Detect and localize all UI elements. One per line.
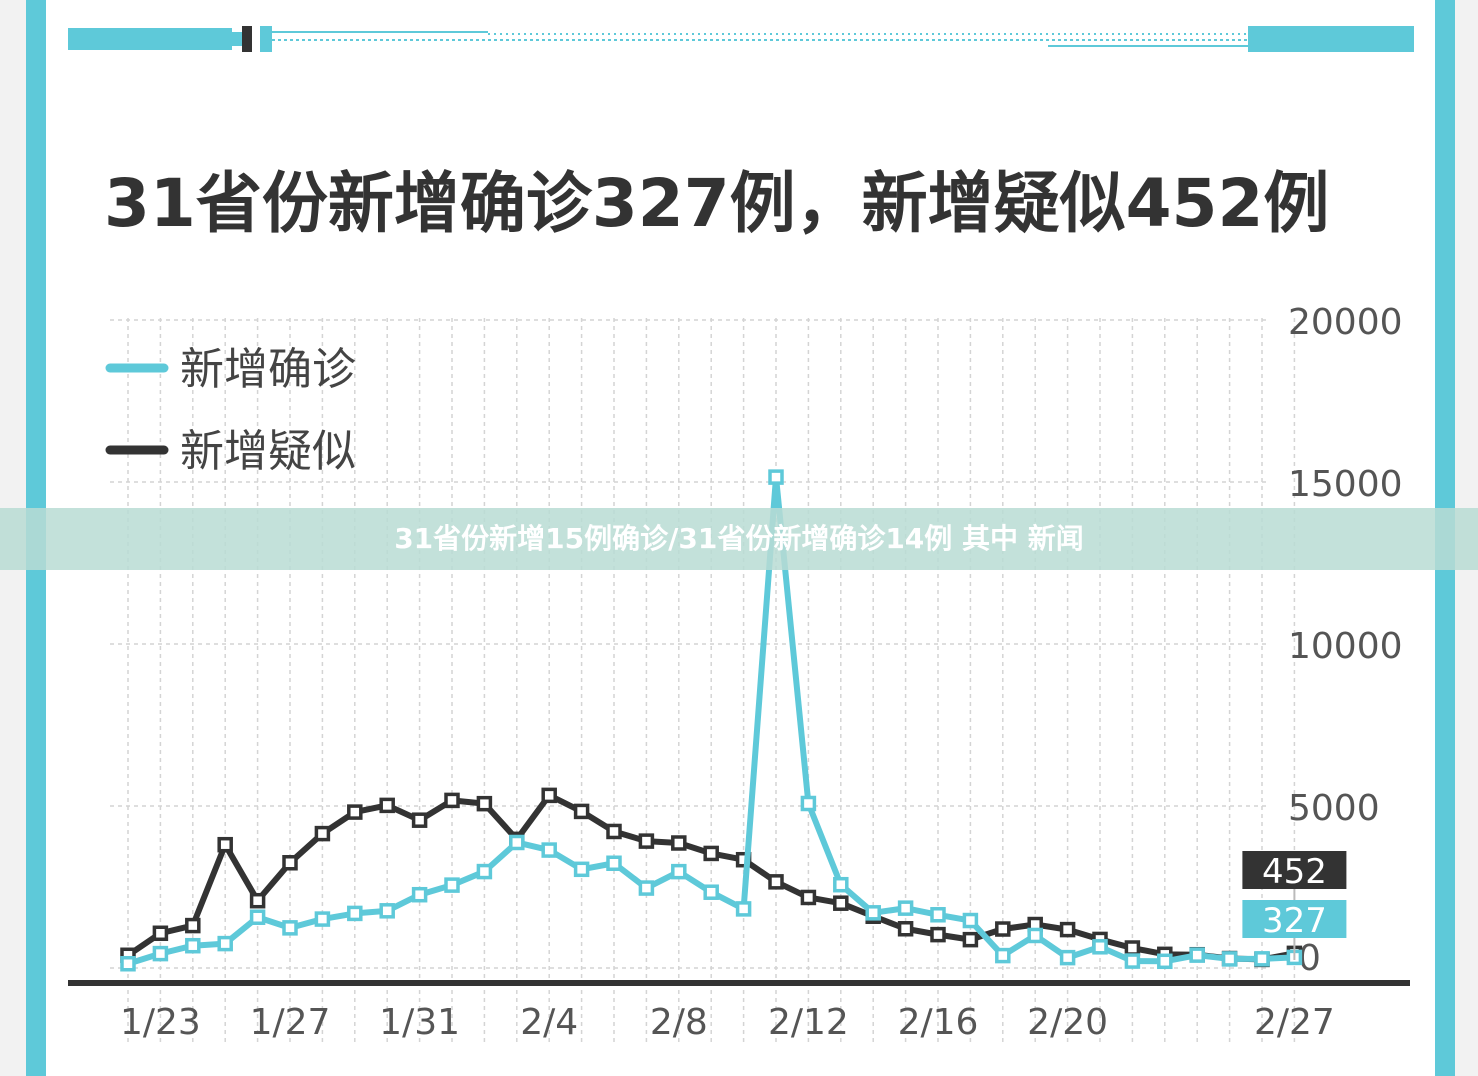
data-point	[120, 956, 136, 972]
data-point	[573, 861, 590, 878]
data-point	[379, 903, 395, 919]
data-point	[638, 833, 655, 849]
x-tick-label: 1/31	[379, 1002, 460, 1043]
data-point	[347, 905, 363, 922]
data-point	[444, 877, 460, 893]
data-point	[1124, 940, 1141, 956]
legend-label: 新增疑似	[180, 426, 356, 477]
data-point	[379, 797, 395, 814]
data-point	[1092, 939, 1108, 955]
data-point	[930, 926, 946, 943]
end-label-box	[1242, 851, 1347, 889]
data-point	[411, 886, 428, 903]
x-tick-label: 2/16	[898, 1002, 979, 1043]
data-point	[185, 917, 201, 934]
x-tick-label: 1/23	[120, 1002, 201, 1043]
data-point	[1027, 927, 1043, 944]
x-tick-label: 2/20	[1027, 1002, 1108, 1043]
data-point	[962, 912, 979, 929]
x-tick-label: 2/8	[650, 1002, 708, 1043]
x-tick-label: 1/27	[250, 1002, 331, 1043]
data-point	[703, 884, 719, 900]
data-point	[897, 921, 914, 937]
end-label-box	[1242, 900, 1347, 938]
data-point	[995, 947, 1011, 964]
data-point	[314, 825, 331, 842]
data-point	[314, 911, 331, 927]
data-point	[800, 795, 817, 812]
data-point	[541, 842, 557, 858]
data-point	[606, 823, 622, 840]
chart-title: 31省份新增确诊327例，新增疑似452例	[104, 165, 1330, 242]
grid-lines	[110, 318, 1296, 1045]
data-point	[865, 905, 881, 921]
top-decorative-bar	[68, 26, 1414, 52]
data-point	[249, 892, 266, 909]
data-point	[1254, 951, 1270, 967]
series	[120, 469, 1303, 972]
data-point	[476, 863, 493, 880]
caption-text: 31省份新增15例确诊/31省份新增确诊14例 其中 新闻	[394, 522, 1084, 555]
data-point	[930, 907, 946, 923]
end-label-text: 327	[1262, 901, 1327, 941]
data-point	[1124, 953, 1141, 969]
x-tick-label: 2/4	[520, 1002, 578, 1043]
y-tick-label: 5000	[1288, 788, 1380, 829]
data-point	[833, 895, 849, 911]
data-point	[541, 787, 557, 804]
y-tick-label: 0	[1298, 938, 1321, 979]
caption-overlay	[0, 508, 1478, 570]
data-point	[962, 931, 979, 948]
data-point	[573, 803, 590, 820]
data-point	[1157, 953, 1173, 970]
data-point	[347, 804, 363, 820]
data-point	[217, 935, 233, 952]
data-point	[217, 836, 233, 853]
data-point	[833, 876, 849, 893]
data-point	[282, 855, 298, 871]
data-point	[638, 880, 655, 896]
data-point	[509, 834, 525, 851]
data-point	[249, 909, 266, 925]
y-tick-label: 10000	[1288, 626, 1403, 667]
data-point	[1221, 951, 1238, 967]
data-point	[152, 945, 169, 962]
y-tick-label: 15000	[1288, 464, 1403, 505]
data-point	[800, 889, 817, 906]
axes: 20000 15000 10000 5000 0 1/23 1/27 1/31 2/4 2/8 2/…	[68, 302, 1410, 1043]
data-point	[1059, 949, 1076, 966]
data-point	[152, 925, 169, 942]
x-axis-line	[68, 980, 1410, 986]
y-tick-label: 20000	[1288, 302, 1403, 343]
data-point	[606, 855, 622, 872]
data-point	[897, 900, 914, 916]
end-label-text: 452	[1262, 852, 1327, 892]
data-point	[185, 937, 201, 954]
data-point	[476, 795, 493, 812]
data-point	[671, 835, 687, 851]
data-point	[671, 863, 687, 880]
data-point	[1189, 947, 1205, 963]
data-point	[282, 920, 298, 936]
data-point	[768, 469, 784, 485]
x-tick-label: 2/27	[1254, 1002, 1335, 1043]
x-tick-label: 2/12	[768, 1002, 849, 1043]
data-point	[735, 901, 752, 917]
data-point	[995, 921, 1011, 937]
legend-label: 新增确诊	[180, 344, 356, 395]
data-point	[703, 845, 719, 862]
data-point	[768, 874, 784, 890]
data-point	[444, 792, 460, 809]
data-point	[1059, 921, 1076, 938]
data-point	[411, 812, 428, 828]
